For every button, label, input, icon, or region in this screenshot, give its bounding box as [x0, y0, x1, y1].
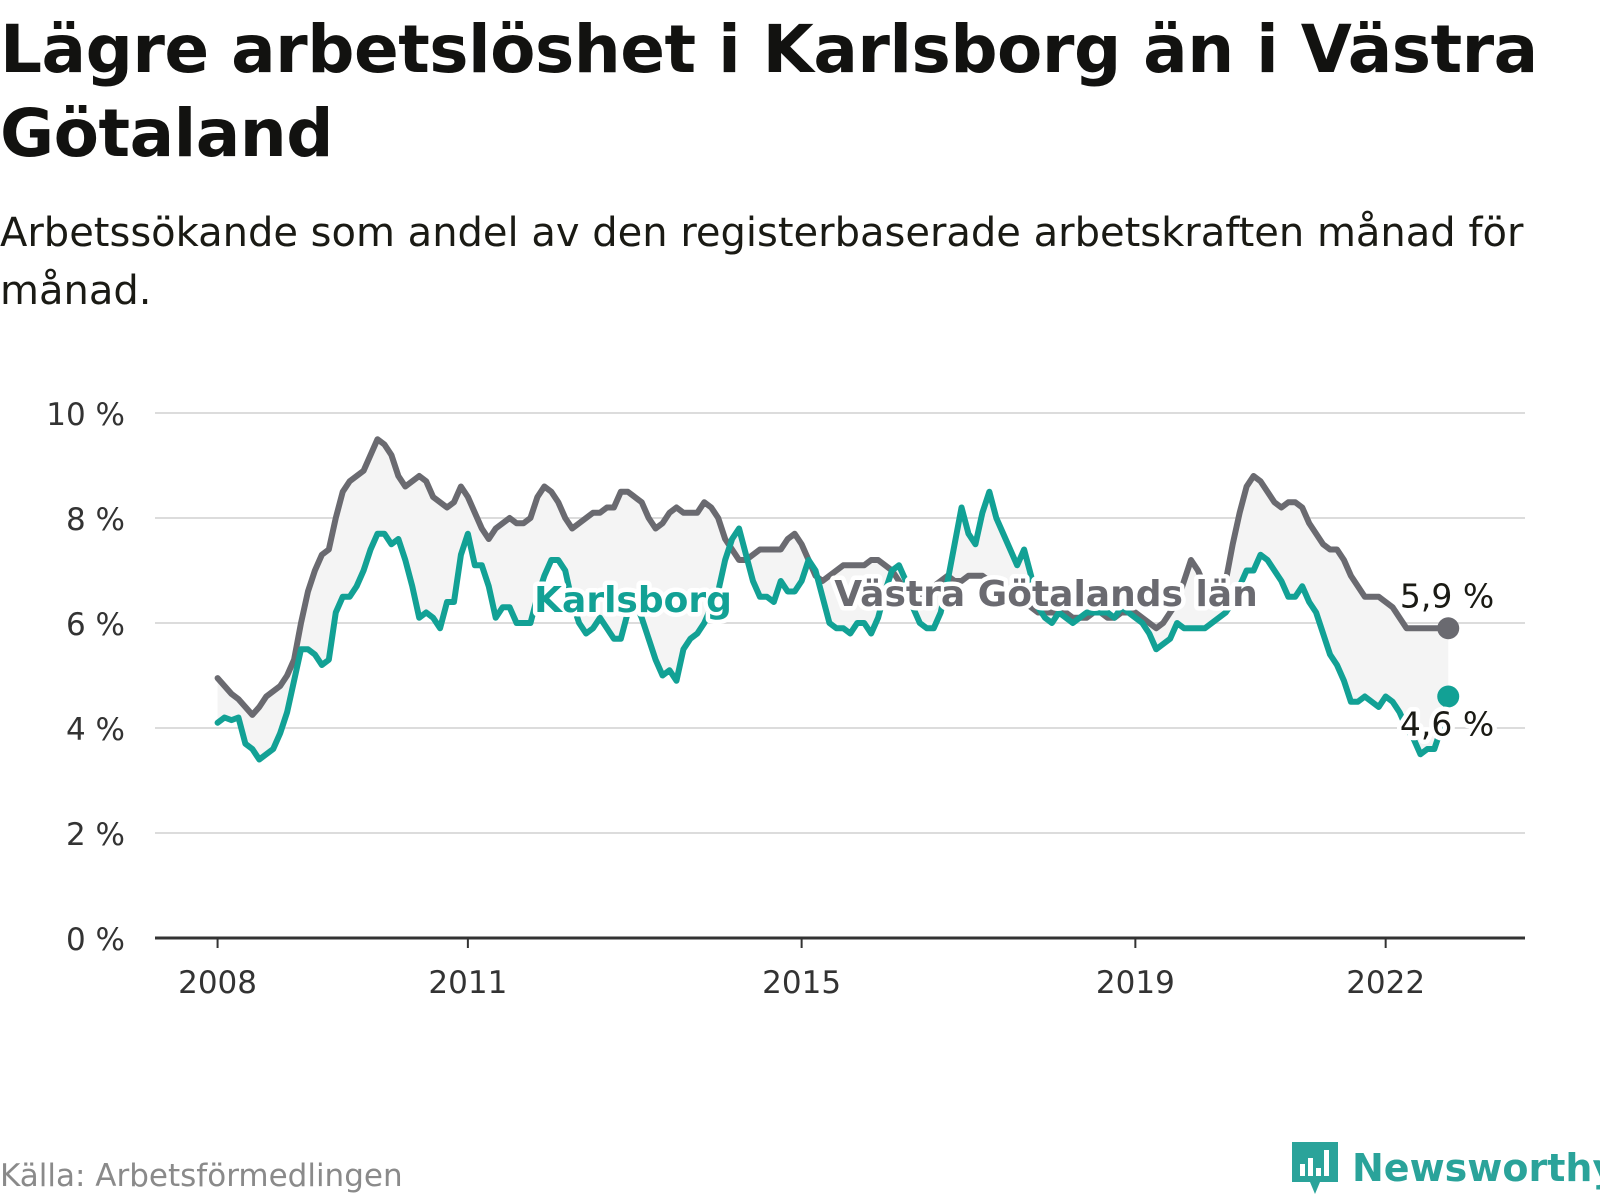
chart-title: Lägre arbetslöshet i Karlsborg än i Väst…	[0, 11, 1538, 172]
end-value-label-vastra-gotaland: 5,9 %	[1400, 576, 1494, 615]
y-tick-label: 8 %	[66, 502, 125, 538]
end-value-label-karlsborg-halo: 4,6 %	[1400, 705, 1494, 744]
series-label-vastra-gotaland-halo: Västra Götalands län	[834, 574, 1257, 615]
x-axis: 2008 2011 2015 2019 2022	[155, 936, 1525, 1001]
end-point-vastra-gotaland	[1437, 617, 1460, 640]
y-tick-label: 6 %	[66, 607, 125, 643]
series-line-karlsborg	[214, 488, 1452, 763]
grid-layer: 0 % 2 % 4 % 6 % 8 % 10 %	[46, 397, 1525, 958]
series-lines	[214, 436, 1460, 763]
series-label-karlsborg: Karlsborg	[534, 580, 732, 621]
y-tick-label: 0 %	[66, 922, 125, 958]
y-tick-label: 2 %	[66, 817, 125, 853]
newsworthy-logo-icon	[1292, 1142, 1338, 1194]
end-point-karlsborg	[1437, 685, 1460, 708]
source-note: Källa: Arbetsförmedlingen	[0, 1158, 403, 1194]
brand-logo: Newsworthy	[1290, 1140, 1600, 1196]
x-tick-label: 2008	[178, 965, 257, 1001]
x-tick-label: 2015	[762, 965, 841, 1001]
x-tick-label: 2022	[1346, 965, 1425, 1001]
difference-band	[217, 439, 1449, 760]
chart-subtitle: Arbetssökande som andel av den registerb…	[0, 210, 1524, 314]
y-tick-label: 4 %	[66, 712, 125, 748]
x-tick-label: 2019	[1096, 965, 1175, 1001]
x-tick-label: 2011	[428, 965, 507, 1001]
end-value-label-vastra-gotaland-halo: 5,9 %	[1400, 576, 1494, 615]
brand-name: Newsworthy	[1352, 1146, 1600, 1190]
series-label-vastra-gotaland: Västra Götalands län	[834, 574, 1257, 615]
difference-area	[217, 439, 1449, 760]
series-line-vastra-gotaland	[214, 436, 1452, 718]
series-label-karlsborg-halo: Karlsborg	[534, 580, 732, 621]
end-value-label-karlsborg: 4,6 %	[1400, 705, 1494, 744]
y-tick-label: 10 %	[46, 397, 125, 433]
